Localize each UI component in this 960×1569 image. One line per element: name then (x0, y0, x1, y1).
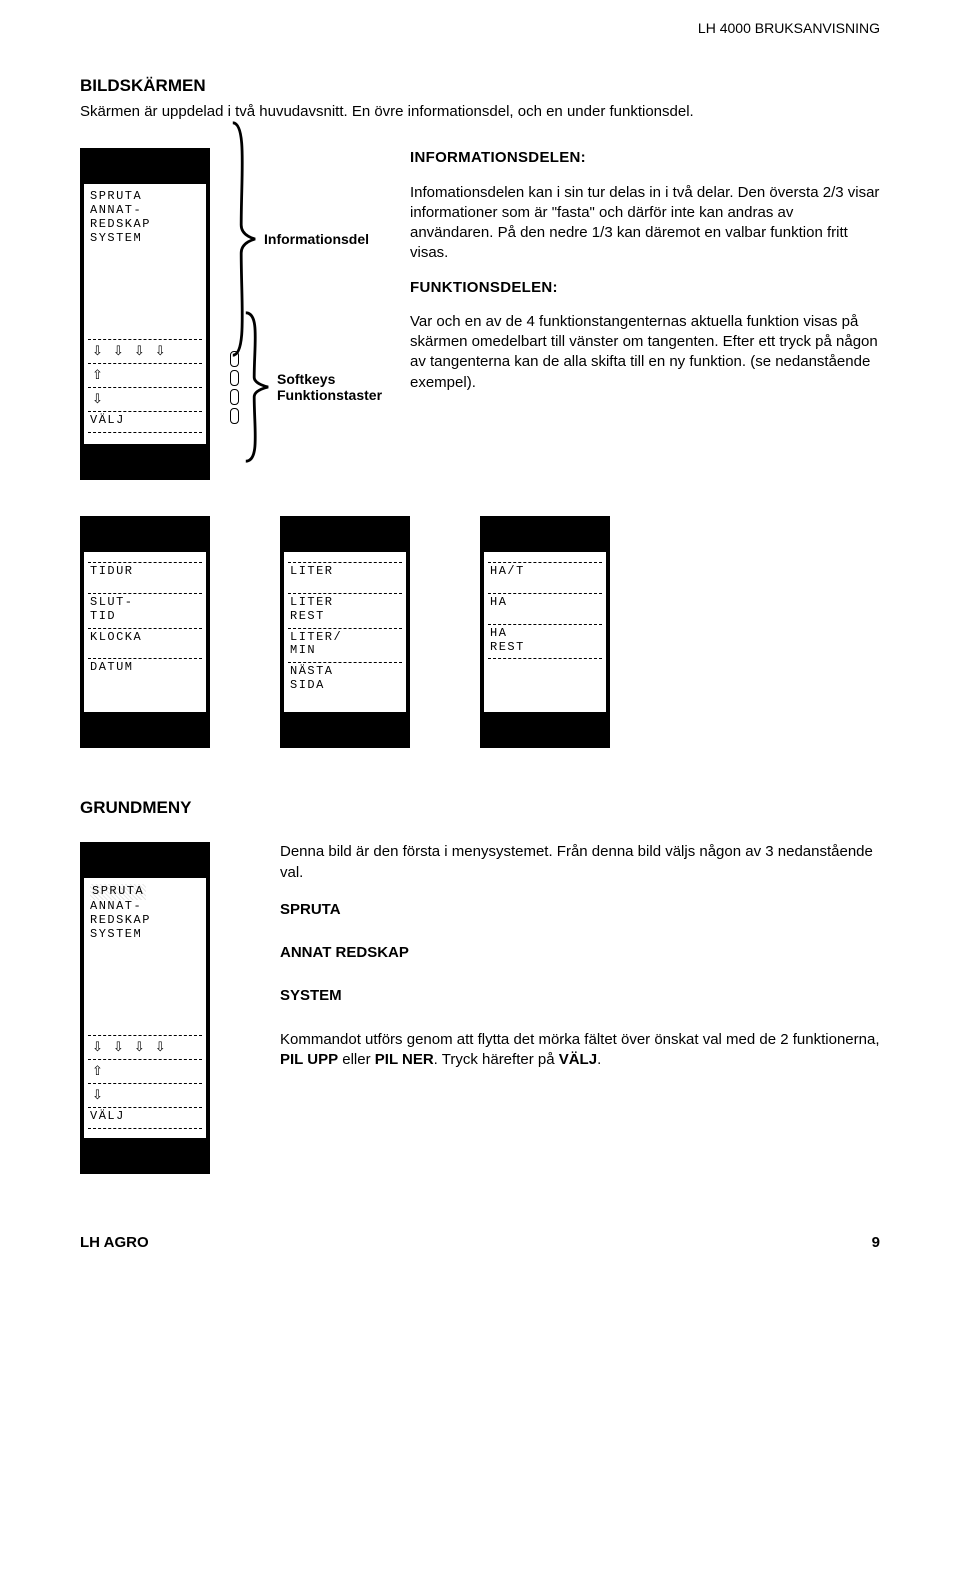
page-footer: LH AGRO 9 (80, 1234, 880, 1251)
arrow-up-icon: ⇧ (92, 368, 103, 381)
grund-sub-system: SYSTEM (280, 987, 880, 1004)
para-info: Infomationsdelen kan i sin tur delas in … (410, 183, 880, 264)
lcd-line-shaded: SPRUTA (88, 884, 202, 900)
device-a: TIDUR SLUT- TID KLOCKA DATUM (80, 516, 210, 748)
arrow-down-icon: ⇩ (113, 1040, 124, 1053)
arrow-down-icon: ⇩ (92, 392, 103, 405)
lcd-line: LITER/ (288, 631, 402, 645)
brace-label-softkeys: SoftkeysFunktionstaster (277, 371, 382, 403)
lcd-line: SYSTEM (88, 928, 202, 942)
lcd-line: REDSKAP (88, 914, 202, 928)
grund-instructions: Kommandot utförs genom att flytta det mö… (280, 1030, 880, 1071)
lcd-line: TID (88, 610, 202, 624)
triple-devices: TIDUR SLUT- TID KLOCKA DATUM LITER LITER… (80, 516, 880, 748)
brace-icon (243, 310, 271, 464)
lcd-line: SIDA (288, 679, 402, 693)
arrow-down-icon: ⇩ (92, 344, 103, 357)
grund-sub-spruta: SPRUTA (280, 901, 880, 918)
device-grund: SPRUTA ANNAT- REDSKAP SYSTEM ⇩ ⇩ ⇩ ⇩ ⇧ ⇩… (80, 842, 210, 1174)
arrow-down-icon: ⇩ (134, 344, 145, 357)
arrow-row: ⇩ ⇩ ⇩ ⇩ (88, 342, 202, 359)
lcd-line: REDSKAP (88, 218, 202, 232)
lcd-line: HA (488, 627, 602, 641)
lcd-line: LITER (288, 596, 402, 610)
section-title-grundmeny: GRUNDMENY (80, 798, 880, 818)
footer-left: LH AGRO (80, 1234, 149, 1251)
intro-text: Skärmen är uppdelad i två huvudavsnitt. … (80, 102, 880, 122)
lcd-line: LITER (288, 565, 402, 579)
arrow-down-icon: ⇩ (92, 1040, 103, 1053)
lcd-line: REST (288, 610, 402, 624)
lcd-line: SYSTEM (88, 232, 202, 246)
grund-sub-annat: ANNAT REDSKAP (280, 944, 880, 961)
grundmeny-row: SPRUTA ANNAT- REDSKAP SYSTEM ⇩ ⇩ ⇩ ⇩ ⇧ ⇩… (80, 842, 880, 1174)
figure-row: SPRUTA ANNAT- REDSKAP SYSTEM ⇩ ⇩ ⇩ ⇩ ⇧ ⇩… (80, 148, 880, 480)
lcd-line: KLOCKA (88, 631, 202, 645)
lcd-line: MIN (288, 644, 402, 658)
heading-informationsdelen: INFORMATIONSDELEN: (410, 148, 880, 168)
arrow-up-icon: ⇧ (92, 1064, 103, 1077)
para-funk: Var och en av de 4 funktionstangenternas… (410, 312, 880, 393)
lcd-line: REST (488, 641, 602, 655)
arrow-row: ⇩ ⇩ ⇩ ⇩ (88, 1038, 202, 1055)
heading-funktionsdelen: FUNKTIONSDELEN: (410, 278, 880, 298)
device-b: LITER LITER REST LITER/ MIN NÄSTA SIDA (280, 516, 410, 748)
arrow-down-icon: ⇩ (155, 1040, 166, 1053)
arrow-down-icon: ⇩ (134, 1040, 145, 1053)
lcd-valj: VÄLJ (88, 1110, 202, 1124)
footer-page: 9 (872, 1234, 880, 1251)
lcd-line: TIDUR (88, 565, 202, 579)
arrow-down-icon: ⇩ (92, 1088, 103, 1101)
lcd-valj: VÄLJ (88, 414, 202, 428)
softkey-icons (230, 351, 239, 424)
device-c: HA/T HA HA REST (480, 516, 610, 748)
lcd-line: NÄSTA (288, 665, 402, 679)
grund-intro: Denna bild är den första i menysystemet.… (280, 842, 880, 883)
lcd-line: ANNAT- (88, 900, 202, 914)
lcd-line: HA/T (488, 565, 602, 579)
lcd-line: ANNAT- (88, 204, 202, 218)
section-title-bildskarmen: BILDSKÄRMEN (80, 76, 880, 96)
device-main: SPRUTA ANNAT- REDSKAP SYSTEM ⇩ ⇩ ⇩ ⇩ ⇧ ⇩… (80, 148, 210, 480)
doc-header: LH 4000 BRUKSANVISNING (80, 20, 880, 36)
arrow-down-icon: ⇩ (113, 344, 124, 357)
lcd-line: DATUM (88, 661, 202, 675)
lcd-line: SPRUTA (88, 190, 202, 204)
arrow-down-icon: ⇩ (155, 344, 166, 357)
brace-label-info: Informationsdel (264, 231, 369, 247)
lcd-line: SLUT- (88, 596, 202, 610)
lcd-line: HA (488, 596, 602, 610)
